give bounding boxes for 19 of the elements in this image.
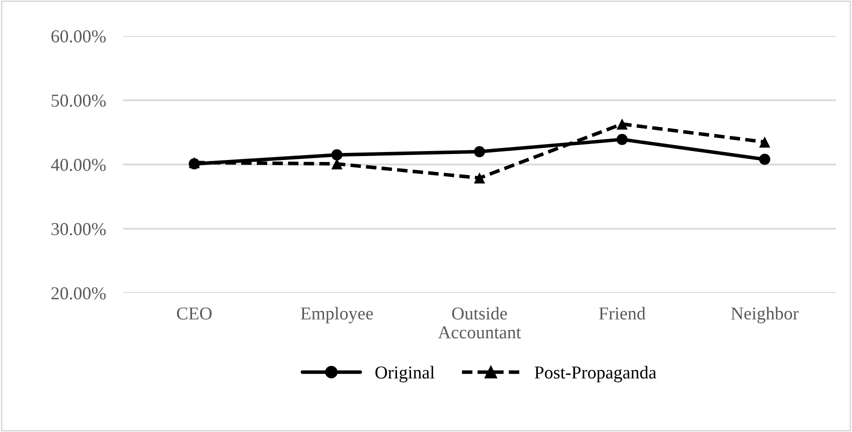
x-tick-label: Employee [300, 306, 373, 324]
point [616, 134, 628, 145]
y-tick-label: 50.00% [52, 94, 106, 107]
point [759, 136, 770, 148]
x-tick-label: Friend [599, 306, 646, 320]
point [331, 149, 342, 160]
x-tick-label: Outside Accountant [438, 306, 522, 338]
x-tick-label: CEO [176, 307, 212, 320]
y-tick-label: 20.00% [51, 287, 106, 300]
legend-label: Post-Propaganda [534, 366, 656, 382]
point [474, 146, 486, 158]
point [474, 172, 486, 184]
x-tick-label: Neighbor [731, 306, 799, 324]
legend-label: Original [375, 366, 434, 382]
point [616, 118, 628, 130]
y-tick-label: 30.00% [52, 223, 106, 236]
y-tick-label: 40.00% [51, 158, 106, 172]
y-tick-label: 60.00% [51, 30, 106, 43]
point [759, 154, 770, 165]
